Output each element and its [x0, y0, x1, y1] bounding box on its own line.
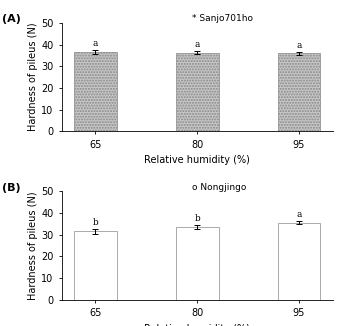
- Text: b: b: [194, 214, 200, 223]
- Bar: [176, 53, 218, 131]
- Y-axis label: Hardness of pileus (N): Hardness of pileus (N): [28, 191, 38, 300]
- Text: * Sanjo701ho: * Sanjo701ho: [192, 14, 253, 23]
- Text: b: b: [93, 218, 98, 227]
- X-axis label: Relative humidity (%): Relative humidity (%): [144, 156, 250, 165]
- Bar: [74, 231, 117, 300]
- Bar: [277, 223, 320, 300]
- Text: (A): (A): [2, 14, 21, 24]
- Text: a: a: [93, 39, 98, 48]
- X-axis label: Relative humidity (%): Relative humidity (%): [144, 324, 250, 326]
- Bar: [74, 52, 117, 131]
- Y-axis label: Hardness of pileus (N): Hardness of pileus (N): [28, 23, 38, 131]
- Text: a: a: [296, 210, 302, 219]
- Text: a: a: [194, 40, 200, 49]
- Text: (B): (B): [2, 183, 21, 193]
- Bar: [277, 53, 320, 131]
- Text: o Nongjingo: o Nongjingo: [192, 183, 246, 192]
- Text: a: a: [296, 41, 302, 50]
- Bar: [176, 227, 218, 300]
